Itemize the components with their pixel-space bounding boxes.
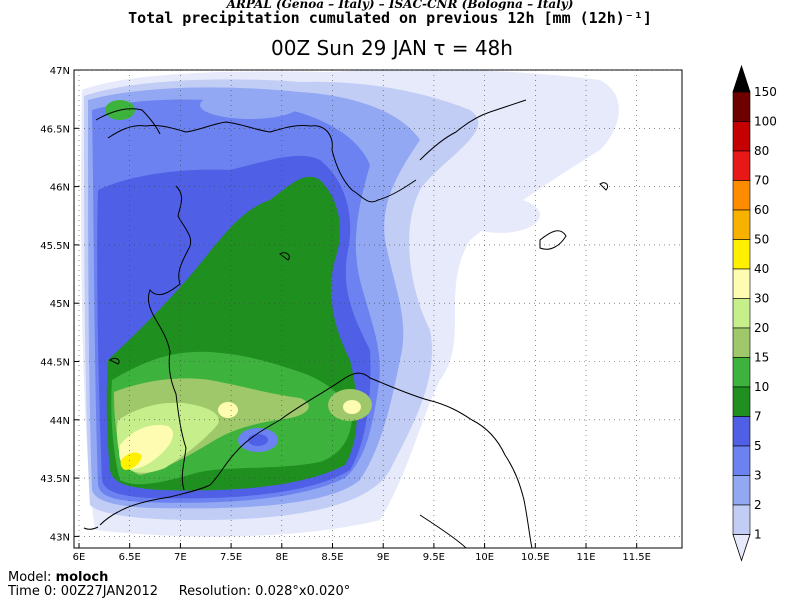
country-borders	[95, 99, 609, 491]
legend-swatch	[732, 386, 751, 417]
time-label: Time 0:	[8, 584, 57, 599]
legend-swatch	[732, 504, 751, 535]
legend-swatch	[732, 416, 751, 447]
resolution-label: Resolution:	[178, 584, 252, 599]
lat-tick-label: 44N	[50, 416, 70, 427]
lon-tick-label: 8E	[275, 552, 288, 563]
time-value: 00Z27JAN2012	[60, 584, 159, 599]
legend-swatch	[732, 91, 751, 122]
legend-swatch	[732, 150, 751, 181]
legend-swatch	[732, 121, 751, 152]
legend-swatch	[732, 180, 751, 211]
legend-level-label: 3	[754, 469, 762, 483]
axis-labels: 6E 6.5E 7E 7.5E 8E 8.5E 9E 9.5E 10E 10.5E 11E 11.5E…	[40, 66, 651, 563]
lat-tick-label: 45.5N	[40, 241, 70, 252]
footer-model: Model: moloch	[8, 570, 108, 585]
lon-tick-label: 6.5E	[119, 552, 141, 563]
lon-tick-label: 8.5E	[321, 552, 343, 563]
legend-level-label: 1	[754, 528, 762, 542]
resolution-value: 0.028°x0.020°	[255, 584, 351, 599]
legend-swatch	[732, 357, 751, 388]
map-title: Total precipitation cumulated on previou…	[128, 9, 652, 27]
legend-level-label: 2	[754, 498, 762, 512]
map-subtitle: 00Z Sun 29 JAN τ = 48h	[271, 36, 513, 60]
lat-tick-label: 43N	[50, 532, 70, 543]
legend-swatch	[732, 239, 751, 270]
precip-patch-north	[200, 91, 300, 119]
legend-swatch	[732, 298, 751, 329]
precip-hole-ligurian-inner	[248, 434, 268, 446]
precipitation-field	[81, 70, 619, 548]
lat-tick-label: 43.5N	[40, 474, 70, 485]
legend-level-label: 10	[754, 380, 769, 394]
legend-level-label: 15	[754, 351, 769, 365]
lon-tick-label: 9.5E	[423, 552, 445, 563]
map-frame	[73, 69, 683, 549]
legend-level-label: 5	[754, 439, 762, 453]
color-legend: 150 100 80 70 60 50 40 30 20 15 10 7 5 3 2 1	[732, 64, 777, 562]
agency-credit: ARPAL (Genoa – Italy) – ISAC-CNR (Bologn…	[226, 0, 574, 11]
legend-level-label: 70	[754, 174, 769, 188]
legend-swatch	[732, 268, 751, 299]
model-label: Model:	[8, 570, 52, 585]
legend-level-label: 50	[754, 233, 769, 247]
lon-tick-label: 11.5E	[622, 552, 651, 563]
precip-core-east-inner	[343, 400, 361, 414]
legend-level-label: 20	[754, 321, 769, 335]
legend-swatch	[732, 327, 751, 358]
precip-patch-ne	[460, 197, 540, 233]
legend-level-label: 30	[754, 292, 769, 306]
lon-tick-label: 10.5E	[521, 552, 550, 563]
legend-level-label: 100	[754, 115, 777, 129]
lon-tick-label: 10E	[475, 552, 494, 563]
lat-tick-label: 46.5N	[40, 124, 70, 135]
coastlines	[83, 372, 533, 548]
lat-tick-label: 46N	[50, 183, 70, 194]
legend-swatch	[732, 209, 751, 240]
legend-max-arrow	[732, 64, 751, 93]
lon-tick-label: 6E	[73, 552, 86, 563]
lon-tick-label: 11E	[576, 552, 595, 563]
legend-level-label: 150	[754, 85, 777, 99]
legend-level-label: 40	[754, 262, 769, 276]
lon-tick-label: 9E	[377, 552, 390, 563]
lat-tick-label: 45N	[50, 299, 70, 310]
lon-tick-label: 7.5E	[220, 552, 242, 563]
lat-tick-label: 44.5N	[40, 358, 70, 369]
legend-level-label: 60	[754, 203, 769, 217]
legend-swatch	[732, 445, 751, 476]
legend-level-label: 80	[754, 144, 769, 158]
legend-swatch	[732, 475, 751, 506]
lat-tick-label: 47N	[50, 66, 70, 77]
lon-tick-label: 7E	[174, 552, 187, 563]
precip-core-center	[218, 402, 238, 418]
legend-level-label: 7	[754, 410, 762, 424]
footer-run-info: Time 0: 00Z27JAN2012 Resolution: 0.028°x…	[8, 584, 350, 599]
model-value: moloch	[55, 570, 109, 585]
precip-band-50mm	[120, 452, 142, 470]
legend-min-arrow	[732, 534, 751, 562]
